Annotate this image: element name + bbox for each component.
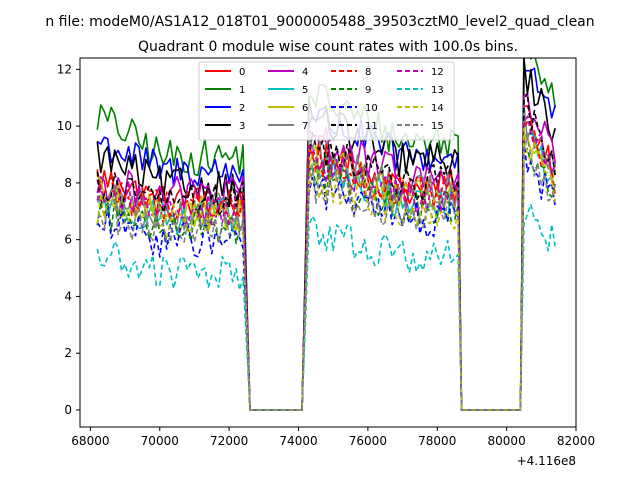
legend-label-14: 14 [431,103,444,114]
x-tick-label: 70000 [141,434,179,448]
series-line-11 [96,92,556,411]
legend-label-1: 1 [239,85,245,96]
y-tick-label: 2 [64,346,72,360]
figure-supertitle: n file: modeM0/AS1A12_018T01_9000005488_… [45,14,594,30]
legend-label-7: 7 [302,121,308,132]
legend-label-12: 12 [431,67,444,78]
y-tick-label: 10 [57,119,72,133]
legend-label-0: 0 [239,67,245,78]
series-line-10 [96,141,556,411]
legend-label-9: 9 [365,85,371,96]
y-tick-label: 0 [64,403,72,417]
x-tick-label: 76000 [349,434,387,448]
legend-label-8: 8 [365,67,371,78]
x-tick-label: 72000 [210,434,248,448]
x-axis: 68000 70000 72000 74000 76000 78000 80000 82000 [71,427,595,448]
y-tick-label: 6 [64,233,72,247]
legend-label-2: 2 [239,103,245,114]
plot-frame [79,57,577,428]
series-line-15 [96,137,556,411]
legend-label-10: 10 [365,103,378,114]
y-tick-label: 4 [64,289,72,303]
legend-box [198,61,455,141]
x-tick-label: 74000 [279,434,317,448]
y-tick-label: 12 [57,62,72,76]
legend-label-15: 15 [431,121,444,132]
legend-label-5: 5 [302,85,308,96]
x-tick-label: 68000 [71,434,109,448]
series-line-13 [96,203,556,411]
y-axis: 0 2 4 6 8 10 12 [57,62,80,417]
x-tick-label: 78000 [418,434,456,448]
chart-title: Quadrant 0 module wise count rates with … [138,39,518,55]
x-tick-label: 80000 [488,434,526,448]
x-tick-label: 82000 [557,434,595,448]
legend-label-11: 11 [365,121,378,132]
x-offset-label: +4.116e8 [517,454,576,468]
legend-label-13: 13 [431,85,444,96]
legend-label-6: 6 [302,103,308,114]
y-tick-label: 8 [64,176,72,190]
legend-label-4: 4 [302,67,308,78]
legend-label-3: 3 [239,121,245,132]
